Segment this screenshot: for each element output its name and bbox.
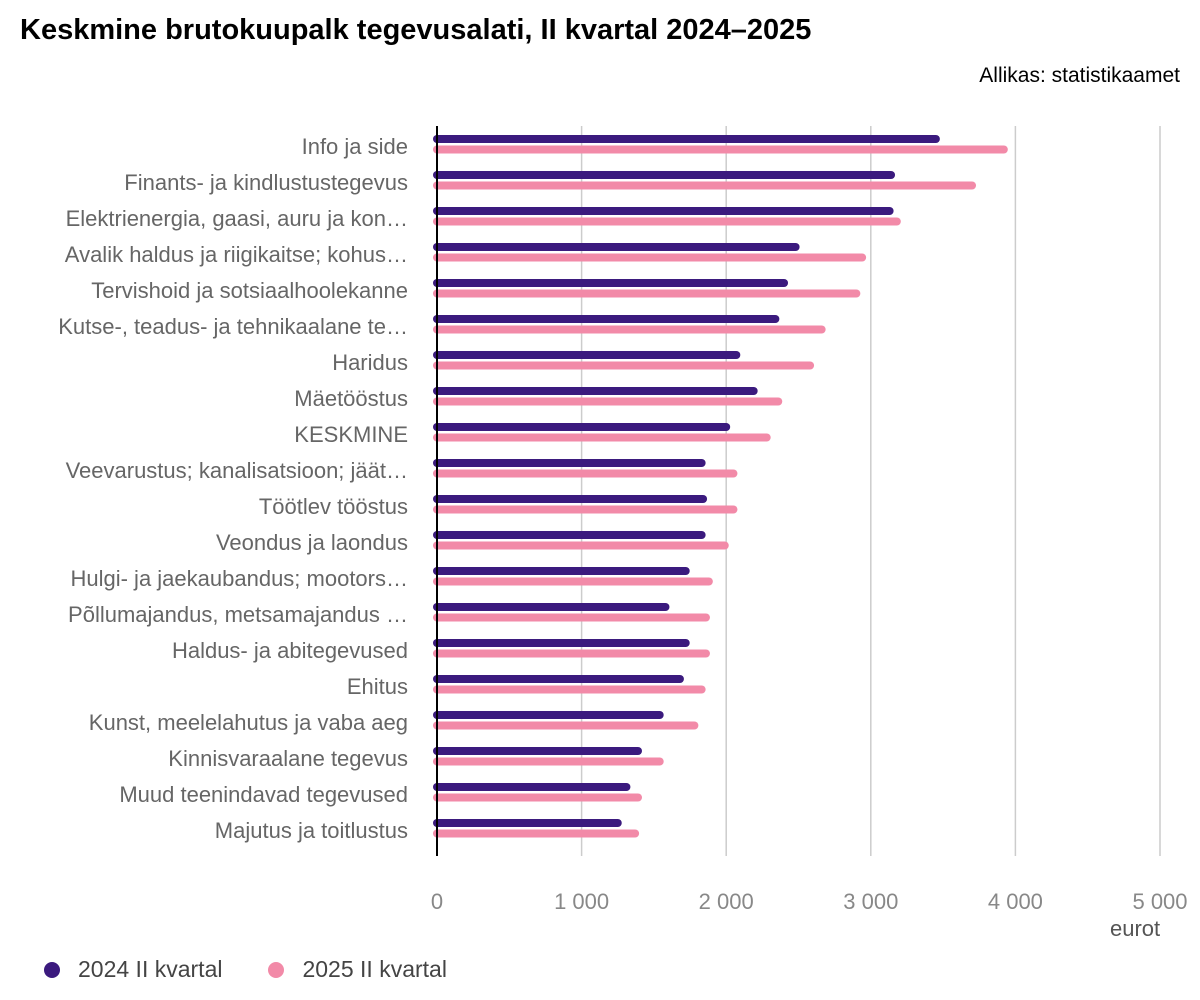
legend: 2024 II kvartal 2025 II kvartal [44,956,493,983]
chart-title: Keskmine brutokuupalk tegevusalati, II k… [20,14,812,46]
category-label: Tervishoid ja sotsiaalhoolekanne [91,278,408,303]
x-tick-label: 5 000 [1132,889,1187,914]
category-label: Elektrienergia, gaasi, auru ja kon… [66,206,408,231]
category-label: Ehitus [347,674,408,699]
category-label: Kutse-, teadus- ja tehnikaalane te… [58,314,408,339]
x-tick-label: 4 000 [988,889,1043,914]
category-label: Töötlev tööstus [259,494,408,519]
category-label: Avalik haldus ja riigikaitse; kohus… [65,242,408,267]
category-label: Muud teenindavad tegevused [119,782,408,807]
x-tick-label: 0 [431,889,443,914]
category-label: Kinnisvaraalane tegevus [168,746,408,771]
legend-label-2024: 2024 II kvartal [78,956,223,982]
category-label: Kunst, meelelahutus ja vaba aeg [89,710,408,735]
legend-label-2025: 2025 II kvartal [302,956,447,982]
source-note: Allikas: statistikaamet [979,64,1180,87]
category-label: Majutus ja toitlustus [215,818,408,843]
x-axis-unit-label: eurot [1110,916,1161,941]
category-label: Haridus [332,350,408,375]
x-tick-label: 3 000 [843,889,898,914]
category-label: Põllumajandus, metsamajandus … [68,602,408,627]
legend-item-2024[interactable]: 2024 II kvartal [44,956,222,983]
category-label: Haldus- ja abitegevused [172,638,408,663]
x-tick-label: 2 000 [699,889,754,914]
category-label: Veevarustus; kanalisatsioon; jäät… [66,458,408,483]
category-label: Hulgi- ja jaekaubandus; mootors… [70,566,408,591]
category-label: Finants- ja kindlustustegevus [124,170,408,195]
category-label: Info ja side [302,134,408,159]
legend-marker-2024 [44,961,60,978]
legend-marker-2025 [268,961,285,978]
category-label: Veondus ja laondus [216,530,408,555]
category-label: KESKMINE [294,422,408,447]
category-label: Mäetööstus [294,386,408,411]
legend-item-2025[interactable]: 2025 II kvartal [268,956,447,983]
x-tick-label: 1 000 [554,889,609,914]
